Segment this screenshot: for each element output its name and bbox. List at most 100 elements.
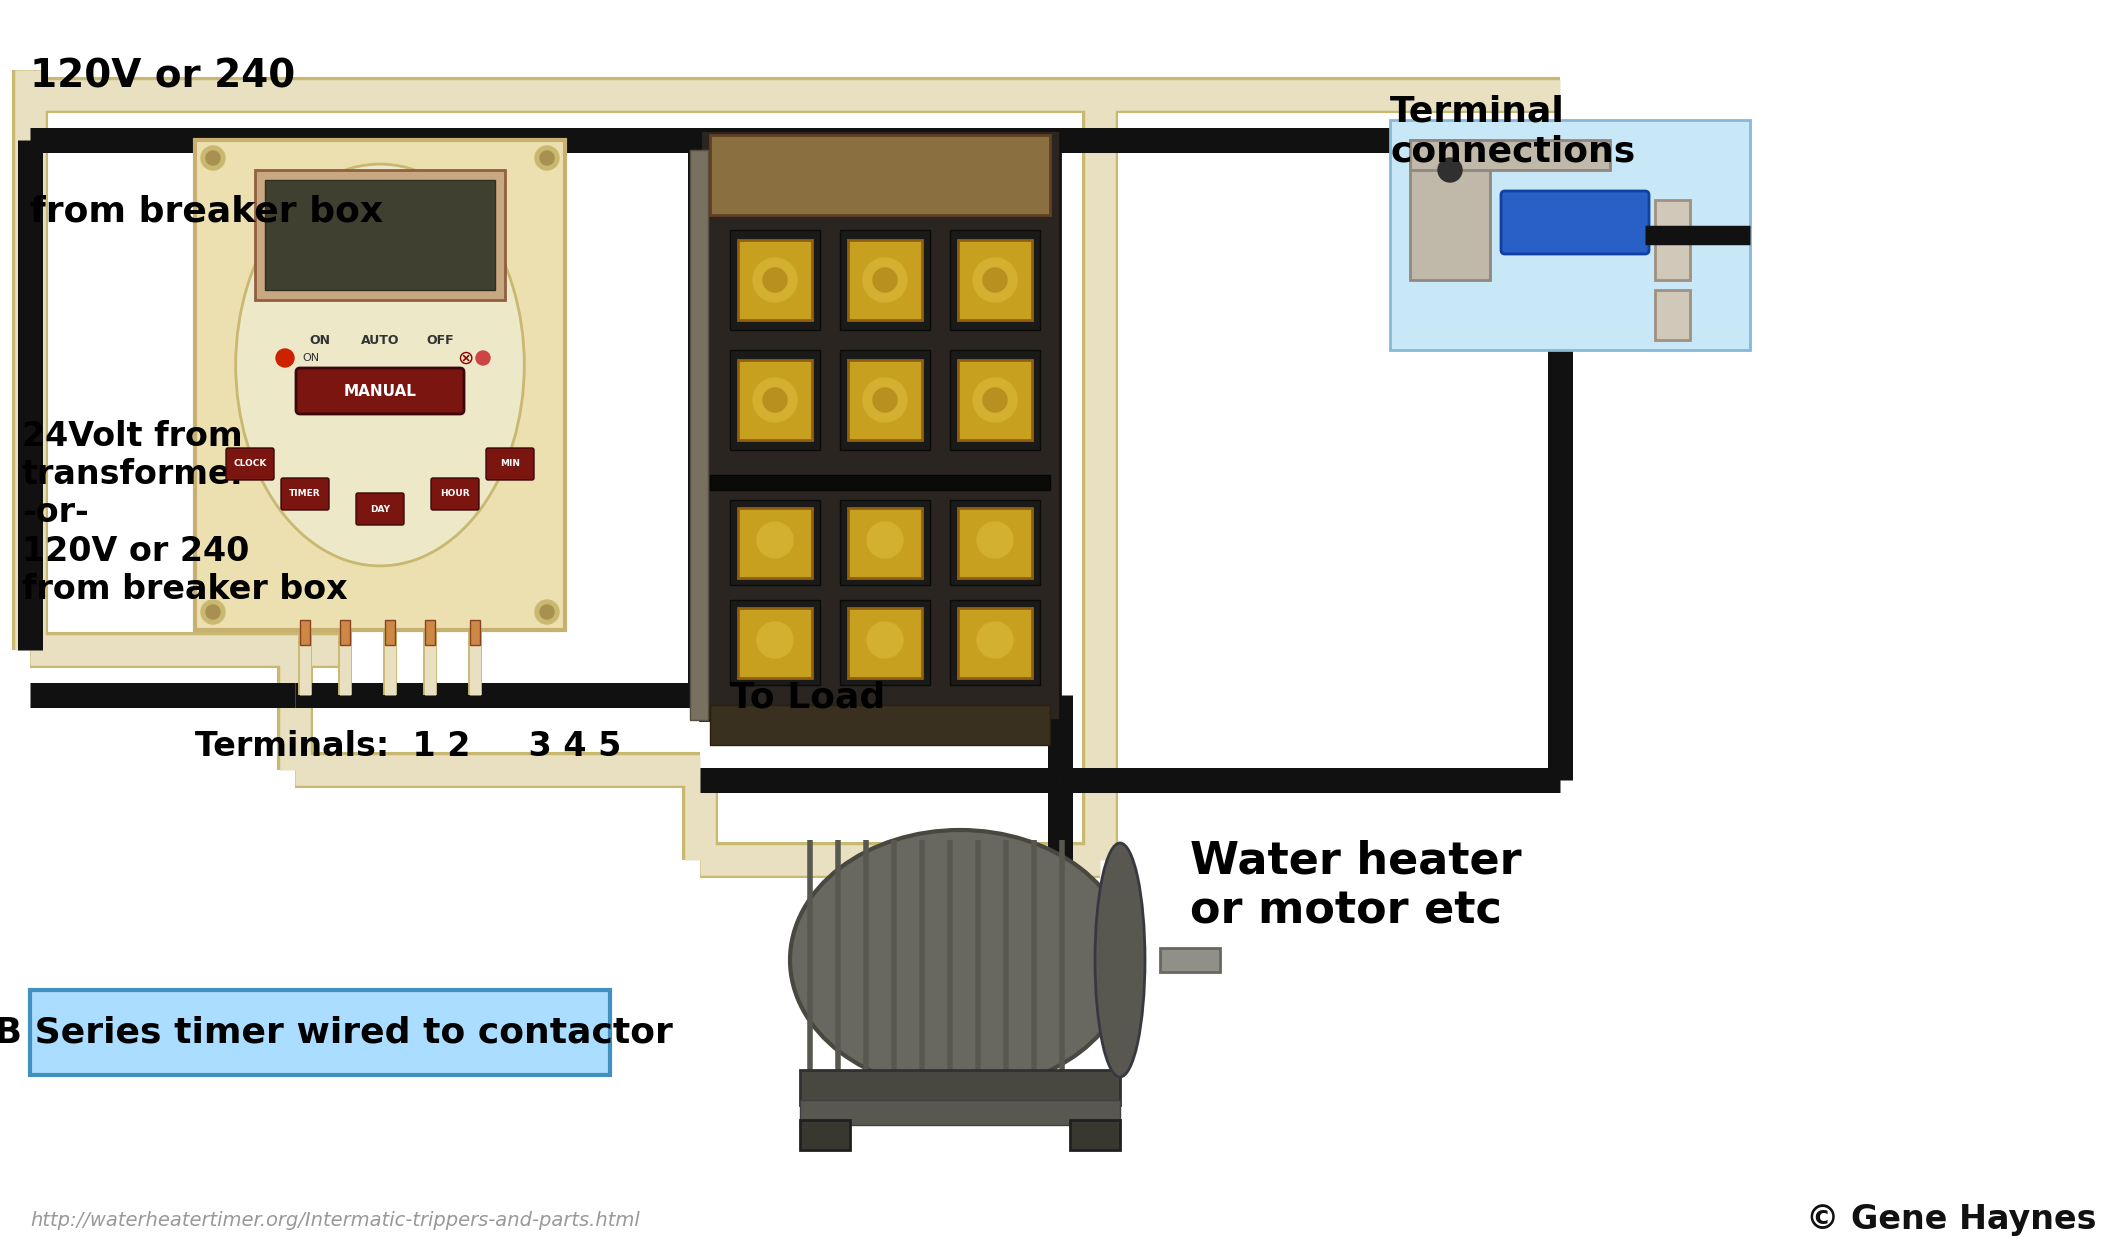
Circle shape [867,622,904,658]
Circle shape [753,377,797,423]
Bar [959,360,1031,440]
Ellipse shape [1095,843,1146,1077]
Circle shape [874,268,897,292]
Text: http://waterheatertimer.org/Intermatic-trippers-and-parts.html: http://waterheatertimer.org/Intermatic-t… [30,1210,640,1229]
Circle shape [206,150,219,166]
Circle shape [978,622,1012,658]
Circle shape [974,377,1016,423]
Bar [710,705,1050,745]
Circle shape [757,622,793,658]
Circle shape [763,268,787,292]
Text: MANUAL: MANUAL [344,384,417,399]
Circle shape [540,604,555,619]
Bar [799,1120,850,1150]
Bar [385,619,395,645]
Text: MIN: MIN [500,459,521,469]
Text: Terminals:  1 2     3 4 5: Terminals: 1 2 3 4 5 [196,730,621,762]
Bar [196,140,566,630]
Text: ⊗: ⊗ [457,349,474,367]
Bar [425,619,436,645]
Bar [699,130,1061,720]
Bar [1069,1120,1120,1150]
Bar [729,350,821,450]
Bar [729,500,821,586]
Circle shape [763,387,787,413]
Bar [738,608,812,678]
Text: HOUR: HOUR [440,489,470,499]
Bar [266,181,495,290]
Text: from breaker box: from breaker box [30,196,383,229]
Circle shape [202,599,225,624]
Circle shape [982,268,1008,292]
Text: PB Series timer wired to contactor: PB Series timer wired to contactor [0,1016,672,1050]
Text: TIMER: TIMER [289,489,321,499]
Text: ON: ON [302,352,319,362]
Text: AUTO: AUTO [361,334,400,346]
Bar [950,350,1040,450]
Bar [840,599,929,685]
Text: Terminal
connections: Terminal connections [1390,95,1635,168]
Bar [255,171,506,300]
Text: DAY: DAY [370,504,389,513]
Bar [950,599,1040,685]
Text: CLOCK: CLOCK [234,459,266,469]
Ellipse shape [236,164,525,566]
Circle shape [1437,158,1463,182]
Bar [840,229,929,330]
Bar [729,599,821,685]
Bar [738,508,812,578]
Circle shape [476,351,489,365]
Text: 120V or 240: 120V or 240 [30,58,296,97]
Bar [950,500,1040,586]
Bar [1410,140,1490,280]
FancyBboxPatch shape [225,448,274,480]
Circle shape [753,258,797,302]
Circle shape [863,377,908,423]
Bar [691,150,708,720]
Circle shape [757,522,793,558]
Bar [959,508,1031,578]
Bar [738,360,812,440]
Bar [799,1100,1120,1125]
FancyBboxPatch shape [296,367,463,414]
Bar [1654,199,1690,280]
Bar [848,508,923,578]
Bar [840,500,929,586]
Ellipse shape [791,830,1131,1090]
Circle shape [867,522,904,558]
Circle shape [536,599,559,624]
Bar [950,229,1040,330]
Circle shape [540,150,555,166]
Circle shape [276,349,293,367]
Circle shape [206,604,219,619]
Bar [710,135,1050,214]
Bar [470,619,480,645]
Bar [959,240,1031,320]
Circle shape [974,258,1016,302]
FancyBboxPatch shape [281,478,330,510]
Bar [1161,948,1220,972]
Circle shape [202,145,225,171]
Text: © Gene Haynes: © Gene Haynes [1805,1204,2096,1236]
Bar [300,619,310,645]
Circle shape [978,522,1012,558]
Text: OFF: OFF [425,334,453,346]
FancyBboxPatch shape [432,478,478,510]
Text: 24Volt from
transformer
-or-
120V or 240
from breaker box: 24Volt from transformer -or- 120V or 240… [21,420,349,606]
Bar [1410,140,1609,171]
Text: To Load: To Load [729,680,884,714]
Bar [959,608,1031,678]
Text: ON: ON [310,334,330,346]
Bar [848,608,923,678]
Bar [710,475,1050,490]
Circle shape [863,258,908,302]
FancyBboxPatch shape [487,448,534,480]
Bar [729,229,821,330]
Bar [1654,290,1690,340]
FancyBboxPatch shape [30,989,610,1075]
FancyBboxPatch shape [1501,191,1650,255]
Circle shape [982,387,1008,413]
Bar [848,240,923,320]
Bar [1390,120,1750,350]
Bar [799,1070,1120,1105]
